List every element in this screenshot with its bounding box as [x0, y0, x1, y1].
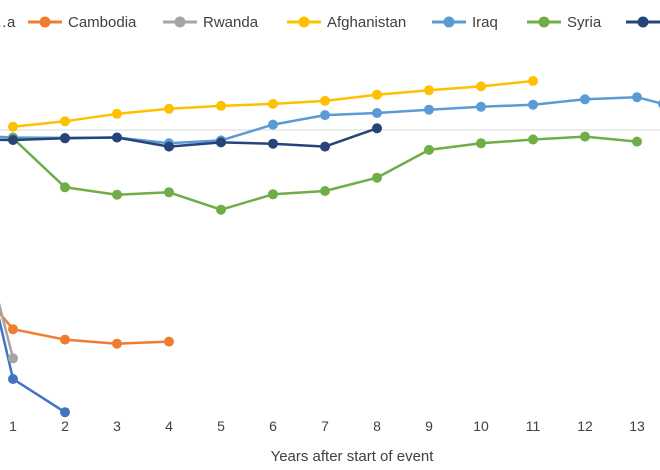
x-tick-label: 4 [165, 418, 173, 434]
x-axis-ticks: 1 2 3 4 5 6 7 8 9 10 11 12 13 [9, 418, 645, 434]
data-point-iraq [632, 92, 642, 103]
legend-label-syria: Syria [567, 14, 602, 31]
data-point-syria [632, 136, 642, 147]
data-point-cambodia [112, 338, 122, 349]
data-point-cambodia [164, 336, 174, 347]
data-point-cambodia [8, 324, 18, 335]
series-line-cambodia [0, 311, 170, 345]
data-point-syria [372, 172, 382, 183]
data-point-afghanistan [476, 81, 486, 92]
data-point-syria [268, 189, 278, 200]
legend-marker-rwanda [174, 16, 186, 28]
series-line-iraq [0, 95, 660, 145]
series-cambodia [0, 311, 174, 349]
data-point-syria [60, 182, 70, 193]
data-point-syria [424, 144, 434, 155]
x-tick-label: 9 [425, 418, 433, 434]
x-tick-label: 10 [473, 418, 489, 434]
series-syria [8, 131, 642, 215]
data-point-series-6 [164, 141, 174, 152]
series-a [0, 317, 70, 418]
data-point-afghanistan [372, 89, 382, 100]
data-point-iraq [424, 104, 434, 115]
data-point-series-6 [320, 141, 330, 152]
data-point-afghanistan [528, 76, 538, 86]
legend-label-rwanda: Rwanda [203, 14, 259, 31]
series-series-6 [0, 123, 382, 152]
data-point-series-6 [112, 132, 122, 143]
legend-marker-afghanistan [298, 16, 310, 28]
data-point-syria [112, 189, 122, 200]
data-point-series-6 [372, 123, 382, 134]
data-point-a [60, 407, 70, 418]
data-point-iraq [372, 108, 382, 118]
legend-label-cambodia: Cambodia [68, 14, 137, 31]
data-point-afghanistan [164, 103, 174, 114]
x-tick-label: 12 [577, 418, 593, 434]
x-tick-label: 2 [61, 418, 69, 434]
series-rwanda [0, 302, 18, 364]
x-tick-label: 8 [373, 418, 381, 434]
legend-label-iraq: Iraq [472, 14, 498, 31]
data-point-syria [216, 204, 226, 215]
data-point-syria [320, 186, 330, 196]
x-tick-label: 1 [9, 418, 17, 434]
x-tick-label: 13 [629, 418, 645, 434]
data-point-iraq [268, 119, 278, 130]
legend-marker-series-6 [637, 16, 649, 28]
data-point-afghanistan [8, 121, 18, 132]
data-point-afghanistan [268, 98, 278, 109]
legend-label-afghanistan: Afghanistan [327, 14, 406, 31]
x-tick-label: 11 [526, 418, 541, 434]
data-point-iraq [528, 99, 538, 110]
series-afghanistan [8, 76, 538, 132]
data-point-series-6 [60, 133, 70, 144]
data-point-afghanistan [320, 95, 330, 106]
series-line-rwanda [0, 302, 15, 359]
x-tick-label: 5 [217, 418, 225, 434]
series-line-a [0, 317, 66, 414]
data-point-syria [528, 134, 538, 145]
legend-marker-iraq [443, 16, 455, 28]
data-point-series-6 [268, 138, 278, 149]
data-point-syria [164, 187, 174, 198]
x-tick-label: 7 [321, 418, 329, 434]
data-point-cambodia [60, 334, 70, 345]
legend-label-a: …a [0, 14, 16, 31]
data-point-series-6 [8, 135, 18, 145]
data-point-afghanistan [216, 100, 226, 111]
legend-marker-cambodia [39, 16, 51, 28]
data-point-iraq [580, 94, 590, 105]
data-point-afghanistan [60, 116, 70, 127]
data-point-iraq [320, 110, 330, 121]
legend-marker-syria [538, 16, 550, 28]
data-point-series-6 [216, 137, 226, 148]
series-layer [0, 76, 660, 418]
data-point-iraq [476, 101, 486, 112]
data-point-a [8, 374, 18, 384]
x-tick-label: 3 [113, 418, 121, 434]
x-axis-title: Years after start of event [271, 448, 435, 465]
x-tick-label: 6 [269, 418, 277, 434]
series-line-series-6 [0, 127, 378, 148]
data-point-syria [476, 138, 486, 149]
data-point-syria [580, 131, 590, 142]
data-point-afghanistan [424, 85, 434, 96]
legend: …aCambodiaRwandaAfghanistanIraqSyria… [0, 14, 660, 31]
data-point-afghanistan [112, 108, 122, 119]
data-point-rwanda [8, 353, 18, 364]
